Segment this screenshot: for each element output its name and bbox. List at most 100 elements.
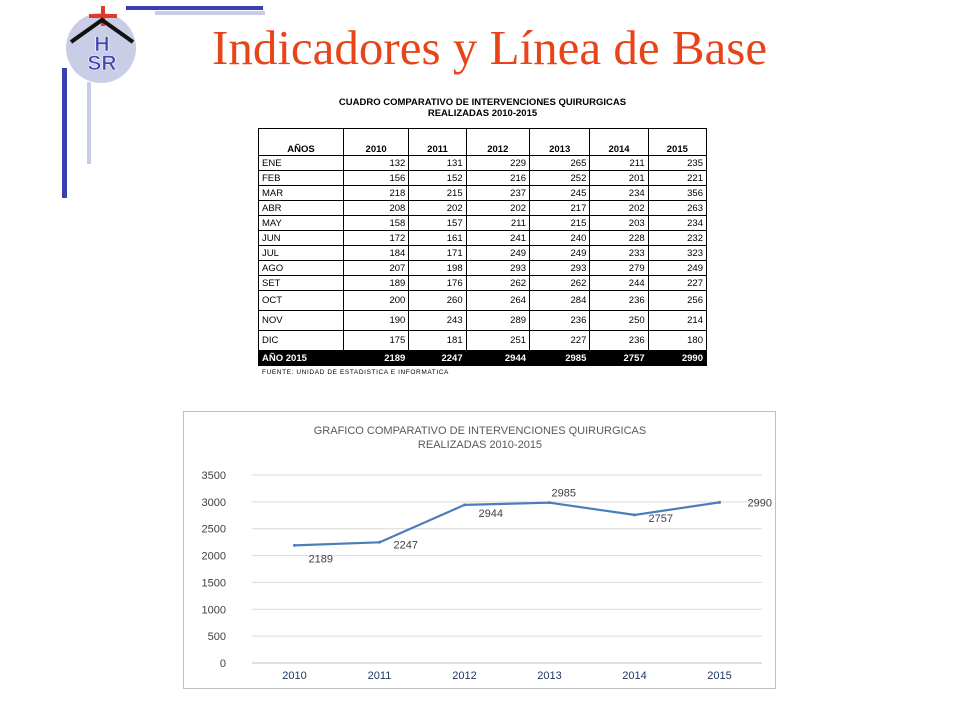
chart-subtitle: REALIZADAS 2010-2015	[418, 439, 542, 451]
chart-y-tick-label: 500	[208, 631, 226, 643]
value-cell: 241	[465, 230, 531, 246]
value-cell: 260	[408, 290, 467, 311]
value-cell: 244	[589, 275, 649, 291]
table-heading: CUADRO COMPARATIVO DE INTERVENCIONES QUI…	[258, 97, 707, 119]
value-cell: 251	[465, 330, 531, 351]
value-cell: 217	[529, 200, 591, 216]
table-header-row: AÑOS 2010 2011 2012 2013 2014 2015	[258, 128, 708, 156]
month-cell: SET	[258, 275, 344, 291]
column-header-2015: 2015	[647, 128, 708, 156]
total-cell: 2990	[647, 350, 708, 366]
value-cell: 234	[589, 185, 649, 201]
month-cell: ENE	[258, 155, 344, 171]
chart-x-ticks: 2010 2011 2012 2013 2014 2015	[282, 670, 731, 682]
chart-x-tick-label: 2015	[707, 670, 731, 682]
value-cell: 161	[408, 230, 467, 246]
line-chart-box: GRAFICO COMPARATIVO DE INTERVENCIONES QU…	[183, 411, 776, 689]
chart-data-labels: 2189 2247 2944 2985 2757 2990	[309, 488, 772, 566]
value-cell: 240	[529, 230, 591, 246]
table-row: JUN 172 161 241 240 228 232	[258, 230, 708, 246]
value-cell: 203	[589, 215, 649, 231]
value-cell: 263	[647, 200, 708, 216]
chart-data-point	[548, 501, 551, 505]
value-cell: 152	[408, 170, 467, 186]
chart-data-label: 2757	[649, 513, 673, 525]
month-cell: AGO	[258, 260, 344, 276]
column-header-2012: 2012	[465, 128, 531, 156]
frame-bar-top	[126, 6, 263, 10]
value-cell: 234	[647, 215, 708, 231]
value-cell: 236	[589, 290, 649, 311]
value-cell: 156	[342, 170, 410, 186]
value-cell: 249	[465, 245, 531, 261]
value-cell: 218	[342, 185, 410, 201]
value-cell: 189	[342, 275, 410, 291]
table-row: FEB 156 152 216 252 201 221	[258, 170, 708, 186]
value-cell: 214	[647, 310, 708, 331]
table-heading-line1: CUADRO COMPARATIVO DE INTERVENCIONES QUI…	[338, 97, 627, 108]
value-cell: 235	[647, 155, 708, 171]
column-header-2013: 2013	[529, 128, 591, 156]
chart-data-label: 2247	[394, 539, 418, 551]
chart-x-tick-label: 2012	[452, 670, 476, 682]
table-row: MAY 158 157 211 215 203 234	[258, 215, 708, 231]
value-cell: 252	[529, 170, 591, 186]
interventions-table: AÑOS 2010 2011 2012 2013 2014 2015 ENE 13…	[258, 128, 708, 366]
table-row: MAR 218 215 237 245 234 356	[258, 185, 708, 201]
chart-data-point	[463, 503, 466, 507]
chart-gridlines	[252, 474, 762, 664]
value-cell: 181	[408, 330, 467, 351]
frame-bar-top-light	[155, 11, 265, 15]
table-row: ABR 208 202 202 217 202 263	[258, 200, 708, 216]
frame-bar-left-light	[87, 82, 91, 164]
value-cell: 249	[647, 260, 708, 276]
chart-x-tick-label: 2011	[368, 670, 392, 682]
month-cell: OCT	[258, 290, 344, 311]
chart-x-tick-label: 2014	[622, 670, 646, 682]
chart-y-tick-label: 3500	[202, 470, 226, 482]
value-cell: 264	[465, 290, 531, 311]
value-cell: 157	[408, 215, 467, 231]
chart-data-point	[633, 513, 636, 517]
chart-data-label: 2985	[552, 488, 576, 500]
total-label: AÑO 2015	[258, 350, 344, 366]
table-source-note: FUENTE: UNIDAD DE ESTADISTICA E INFORMAT…	[262, 369, 449, 376]
table-row: OCT 200 260 264 284 236 256	[258, 290, 708, 311]
value-cell: 202	[465, 200, 531, 216]
month-cell: FEB	[258, 170, 344, 186]
value-cell: 289	[465, 310, 531, 331]
value-cell: 229	[465, 155, 531, 171]
total-cell: 2757	[589, 350, 649, 366]
value-cell: 131	[408, 155, 467, 171]
value-cell: 250	[589, 310, 649, 331]
value-cell: 216	[465, 170, 531, 186]
value-cell: 208	[342, 200, 410, 216]
table-body: ENE 132 131 229 265 211 235 FEB 156 152 216 252 201 2…	[258, 155, 708, 351]
chart-data-label: 2189	[309, 553, 333, 565]
value-cell: 256	[647, 290, 708, 311]
value-cell: 236	[529, 310, 591, 331]
table-row: ENE 132 131 229 265 211 235	[258, 155, 708, 171]
chart-y-tick-label: 1500	[202, 577, 226, 589]
chart-series-line	[294, 501, 720, 547]
value-cell: 176	[408, 275, 467, 291]
chart-data-label: 2944	[479, 508, 503, 520]
slide-title: Indicadores y Línea de Base	[212, 20, 768, 75]
chart-series	[293, 500, 721, 547]
column-header-2010: 2010	[342, 128, 410, 156]
chart-x-tick-label: 2013	[537, 670, 561, 682]
table-row: SET 189 176 262 262 244 227	[258, 275, 708, 291]
value-cell: 158	[342, 215, 410, 231]
chart-data-label: 2990	[748, 497, 772, 509]
total-cell: 2189	[342, 350, 410, 366]
total-cell: 2944	[465, 350, 531, 366]
value-cell: 215	[408, 185, 467, 201]
month-cell: JUL	[258, 245, 344, 261]
value-cell: 293	[529, 260, 591, 276]
value-cell: 172	[342, 230, 410, 246]
value-cell: 211	[465, 215, 531, 231]
table-heading-line2: REALIZADAS 2010-2015	[427, 108, 538, 119]
value-cell: 323	[647, 245, 708, 261]
chart-y-tick-label: 2000	[202, 551, 226, 563]
value-cell: 202	[408, 200, 467, 216]
